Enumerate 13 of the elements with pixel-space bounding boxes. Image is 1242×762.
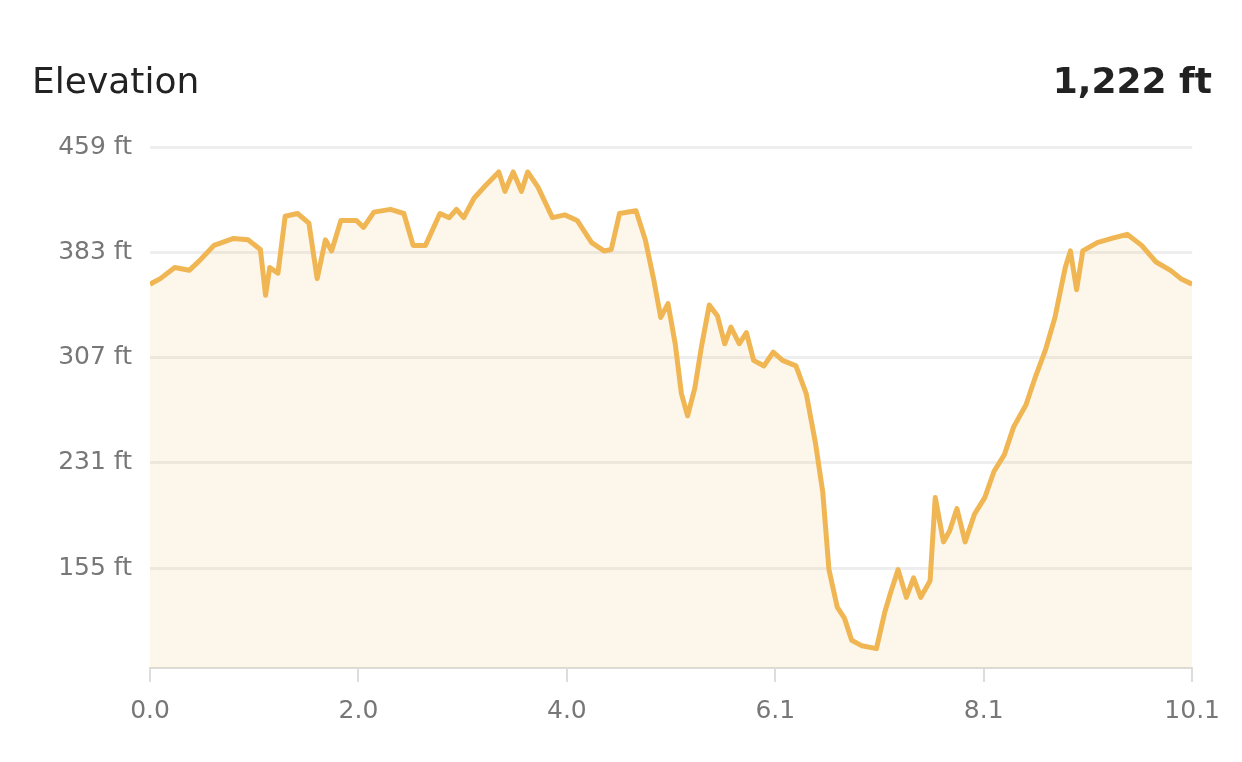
y-tick-label: 307 ft: [58, 341, 133, 371]
text: 1,222 ft: [1052, 60, 1212, 101]
x-tick-label: 6.1: [755, 694, 796, 724]
chart-title: Elevation: [32, 60, 200, 101]
y-tick-label: 231 ft: [58, 446, 133, 476]
x-tick-label: 2.0: [338, 694, 379, 724]
x-tick-label: 10.1: [1164, 694, 1220, 724]
y-tick-label: 459 ft: [58, 130, 133, 160]
x-tick-label: 4.0: [546, 694, 587, 724]
x-tick-label: 8.1: [963, 694, 1004, 724]
y-tick-label: 383 ft: [58, 235, 133, 265]
y-tick-label: 155 ft: [58, 551, 133, 581]
x-tick-label: 0.0: [130, 694, 170, 724]
